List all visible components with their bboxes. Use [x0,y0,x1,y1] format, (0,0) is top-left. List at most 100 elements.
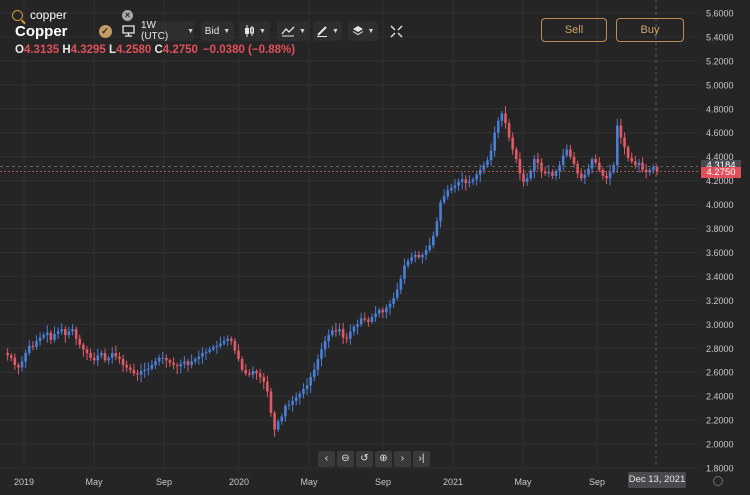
candle-body [17,365,20,368]
candle-body [96,355,100,361]
candle-body [100,353,103,356]
interval-select[interactable]: 1W (UTC) ▼ [141,20,194,42]
chevron-down-icon: ▼ [223,27,231,35]
candle-body [543,171,547,174]
candle-body [9,355,13,358]
candle-body [125,365,128,368]
candle-body [302,388,305,394]
candle-body [255,371,258,374]
candle-body [110,353,114,358]
candle-body [312,369,316,377]
fullscreen-button[interactable] [385,21,407,41]
candles-icon [245,25,255,37]
last-price-label: 4.2750 [701,166,741,178]
candle-body [60,329,64,332]
candle-body [579,173,583,179]
x-tick-label: Sep [375,477,391,487]
y-tick-label: 5.4000 [706,32,734,42]
crosshair-date-label: Dec 13, 2021 [628,472,686,488]
clear-search-icon[interactable]: × [122,10,133,21]
candle-body [496,120,500,133]
y-tick-label: 2.0000 [706,440,734,450]
candle-body [229,338,233,342]
candle-body [31,345,35,348]
candle-body [356,324,359,327]
candle-body [565,149,569,156]
candle-body [493,132,496,151]
candle-body [266,381,269,392]
search-icon [12,10,23,21]
candle-body [446,190,450,197]
candle-body [608,172,612,179]
candle-body [381,309,385,313]
candle-body [168,360,172,363]
candle-body [359,318,363,325]
candle-body [179,363,183,367]
candle-body [334,330,338,332]
candle-body [507,123,511,138]
candle-body [374,313,377,318]
candle-body [38,337,42,342]
x-tick-label: Sep [156,477,172,487]
scroll-to-end-button[interactable]: ›| [413,451,430,467]
candle-body [35,341,38,348]
monitor-button[interactable] [118,21,138,41]
candle-body [547,172,551,174]
candle-body [165,357,168,361]
candle-body [190,361,193,366]
candle-body [648,169,652,173]
candle-body [175,365,179,367]
x-tick-label: 2021 [443,477,463,487]
candle-body [453,185,457,188]
candle-body [500,113,504,121]
y-tick-label: 4.4000 [706,152,734,162]
candle-body [612,165,616,173]
reset-button[interactable]: ↺ [356,451,373,467]
scroll-left-button[interactable]: ‹ [318,451,335,467]
candle-body [424,250,428,255]
layers-select[interactable]: ▼ [348,21,378,41]
top-toolbar: × Copper O4.3135 H4.3295 L4.2580 C4.2750… [0,0,700,60]
price-type-select[interactable]: Bid ▼ [201,21,234,41]
high-label: H [62,44,71,56]
candle-body [367,319,370,322]
drawing-tools-select[interactable]: ▼ [313,21,342,41]
candle-body [186,361,190,366]
candle-body [457,181,460,186]
candle-body [392,297,395,304]
candle-body [118,356,121,360]
candle-body [85,349,89,354]
candle-body [345,337,349,339]
candle-body [226,338,229,342]
candle-body [489,150,493,161]
search-input[interactable] [30,7,116,23]
chevron-down-icon: ▼ [332,27,339,35]
candle-body [634,161,637,166]
candle-body [24,353,27,362]
status-check-button[interactable]: ✓ [95,21,115,41]
settings-icon[interactable] [713,476,723,486]
candle-body [644,169,648,173]
y-tick-label: 2.2000 [706,416,734,426]
zoom-in-button[interactable]: ⊕ [375,451,392,467]
x-tick-label: May [514,477,532,487]
candle-body [623,137,626,148]
y-tick-label: 3.8000 [706,224,734,234]
candle-body [291,400,294,405]
candle-body [132,369,136,374]
sell-button[interactable]: Sell [541,18,607,42]
zoom-out-button[interactable]: ⊖ [337,451,354,467]
scroll-right-button[interactable]: › [394,451,411,467]
chart-type-select[interactable]: ▼ [240,21,270,41]
buy-button[interactable]: Buy [616,18,684,42]
candle-body [222,341,226,344]
candle-body [20,361,24,368]
candle-body [251,371,255,375]
candle-body [193,359,197,362]
y-tick-label: 4.6000 [706,128,734,138]
candle-body [428,245,432,251]
candle-body [147,368,150,370]
candle-body [460,179,464,182]
indicators-select[interactable]: ▼ [277,21,310,41]
